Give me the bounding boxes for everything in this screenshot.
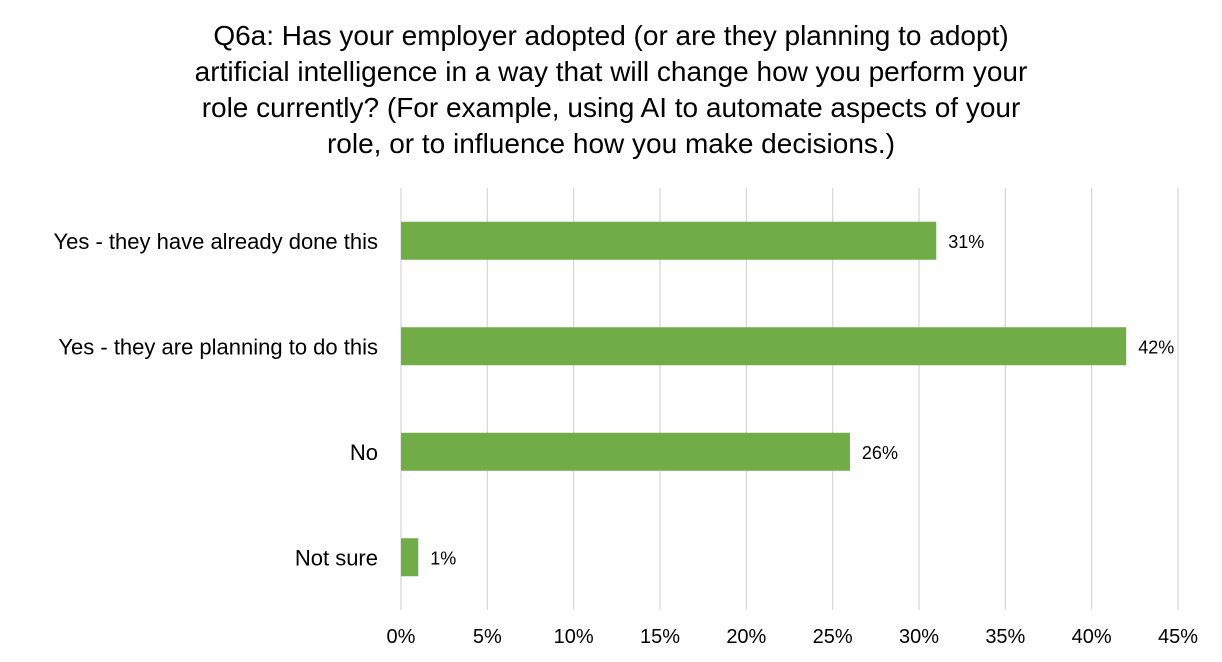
chart-title-line-1: Q6a: Has your employer adopted (or are t…	[213, 20, 1009, 51]
x-tick-label-6: 30%	[899, 626, 939, 648]
category-label-2: No	[350, 440, 378, 465]
bar-3	[401, 538, 419, 577]
chart-title: Q6a: Has your employer adopted (or are t…	[0, 18, 1222, 162]
x-tick-label-4: 20%	[726, 626, 766, 648]
labels: 0% 5% 10% 15% 20% 25% 30% 35% 40% 45% Yes - they h…	[53, 229, 1198, 648]
chart-title-line-2: artificial intelligence in a way that wi…	[194, 56, 1028, 87]
category-label-3: Not sure	[295, 545, 378, 570]
data-label-0: 31%	[948, 232, 984, 252]
category-label-0: Yes - they have already done this	[53, 229, 378, 254]
data-label-3: 1%	[430, 548, 456, 568]
x-tick-label-8: 40%	[1072, 626, 1112, 648]
bar-0	[401, 221, 937, 260]
bar-2	[401, 432, 850, 471]
x-tick-label-3: 15%	[640, 626, 680, 648]
bars	[401, 221, 1127, 577]
x-tick-label-2: 10%	[554, 626, 594, 648]
x-tick-label-9: 45%	[1158, 626, 1198, 648]
data-label-1: 42%	[1138, 337, 1174, 357]
chart-title-line-3: role currently? (For example, using AI t…	[201, 92, 1021, 123]
data-label-2: 26%	[862, 443, 898, 463]
x-tick-label-0: 0%	[387, 626, 416, 648]
category-label-1: Yes - they are planning to do this	[58, 334, 378, 359]
x-tick-label-5: 25%	[813, 626, 853, 648]
chart-title-line-4: role, or to influence how you make decis…	[326, 128, 896, 159]
bar-1	[401, 327, 1127, 366]
x-tick-label-7: 35%	[985, 626, 1025, 648]
x-tick-label-1: 5%	[473, 626, 502, 648]
